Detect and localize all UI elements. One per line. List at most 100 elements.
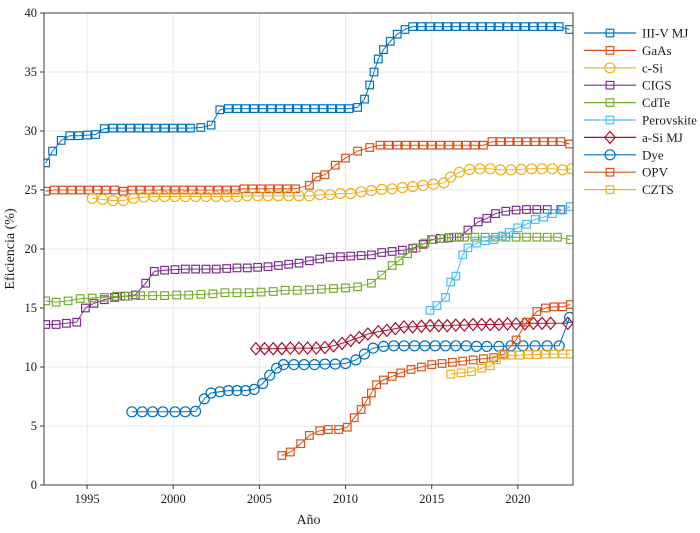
marker bbox=[353, 146, 362, 156]
legend-item-cdte: CdTe bbox=[584, 95, 670, 110]
marker bbox=[372, 380, 381, 390]
marker bbox=[503, 22, 512, 31]
series-markers bbox=[425, 202, 574, 315]
marker bbox=[325, 252, 335, 262]
marker bbox=[361, 327, 374, 341]
marker bbox=[356, 405, 366, 414]
marker bbox=[264, 369, 276, 381]
y-tick-label-0: 0 bbox=[31, 478, 37, 492]
legend-item-cigs: CIGS bbox=[584, 78, 672, 93]
marker bbox=[273, 261, 283, 270]
marker bbox=[220, 288, 230, 298]
marker bbox=[461, 140, 471, 150]
marker bbox=[141, 278, 151, 288]
marker bbox=[286, 447, 295, 457]
marker bbox=[214, 386, 226, 398]
marker bbox=[336, 104, 345, 114]
marker bbox=[63, 296, 73, 306]
marker bbox=[87, 293, 97, 303]
marker bbox=[542, 232, 552, 242]
marker bbox=[144, 185, 154, 195]
marker bbox=[51, 320, 61, 329]
marker bbox=[282, 184, 292, 194]
marker bbox=[491, 209, 500, 219]
marker bbox=[160, 265, 170, 275]
marker bbox=[191, 264, 201, 274]
marker bbox=[350, 354, 362, 366]
series-markers bbox=[277, 300, 574, 460]
marker bbox=[472, 238, 481, 248]
series-dye bbox=[126, 311, 574, 418]
marker bbox=[89, 298, 99, 308]
legend-item-czts: CZTS bbox=[584, 182, 674, 197]
marker bbox=[157, 406, 169, 418]
marker bbox=[296, 439, 306, 449]
marker bbox=[345, 187, 357, 200]
marker bbox=[539, 137, 549, 147]
y-tick-label-30: 30 bbox=[25, 124, 38, 138]
marker bbox=[349, 413, 359, 423]
marker bbox=[549, 302, 559, 312]
marker bbox=[473, 217, 483, 227]
legend-marker bbox=[604, 149, 616, 161]
marker bbox=[408, 22, 418, 31]
marker bbox=[179, 185, 189, 195]
marker bbox=[344, 104, 354, 114]
marker bbox=[253, 262, 263, 272]
marker bbox=[379, 375, 388, 385]
marker bbox=[565, 202, 574, 211]
marker bbox=[367, 342, 379, 354]
marker bbox=[475, 317, 488, 332]
series-markers bbox=[126, 311, 574, 418]
marker bbox=[310, 341, 323, 356]
marker bbox=[540, 303, 550, 313]
marker bbox=[444, 140, 454, 150]
marker bbox=[466, 367, 476, 377]
marker bbox=[415, 319, 428, 334]
series-markers bbox=[43, 205, 566, 329]
marker bbox=[532, 232, 542, 242]
marker bbox=[92, 185, 102, 195]
marker bbox=[232, 104, 242, 114]
marker bbox=[232, 288, 242, 298]
marker bbox=[479, 354, 488, 364]
marker bbox=[258, 341, 271, 356]
legend-label: a-Si MJ bbox=[642, 130, 683, 145]
marker bbox=[451, 271, 461, 281]
marker bbox=[392, 29, 402, 39]
marker bbox=[130, 290, 140, 300]
marker bbox=[561, 316, 574, 331]
marker bbox=[522, 205, 531, 214]
marker bbox=[406, 319, 419, 334]
marker bbox=[456, 368, 466, 378]
series-line bbox=[45, 209, 561, 325]
marker bbox=[292, 285, 302, 295]
marker bbox=[501, 316, 514, 331]
marker bbox=[267, 104, 276, 114]
marker bbox=[339, 357, 352, 370]
marker bbox=[369, 67, 379, 77]
legend-item-a-si-mj: a-Si MJ bbox=[584, 130, 683, 145]
marker bbox=[99, 293, 109, 302]
marker bbox=[458, 356, 468, 366]
marker bbox=[385, 36, 395, 46]
marker bbox=[148, 291, 158, 300]
marker bbox=[498, 350, 507, 360]
marker bbox=[481, 340, 493, 352]
marker bbox=[410, 140, 419, 150]
marker bbox=[265, 184, 275, 194]
marker bbox=[56, 136, 66, 145]
y-tick-label-10: 10 bbox=[25, 360, 38, 374]
marker bbox=[213, 185, 223, 195]
marker bbox=[125, 123, 135, 133]
marker bbox=[342, 422, 352, 432]
legend-label: c-Si bbox=[642, 60, 663, 75]
marker bbox=[101, 185, 111, 195]
marker bbox=[75, 294, 85, 303]
marker bbox=[160, 123, 170, 133]
marker bbox=[293, 341, 305, 356]
marker bbox=[136, 291, 145, 300]
